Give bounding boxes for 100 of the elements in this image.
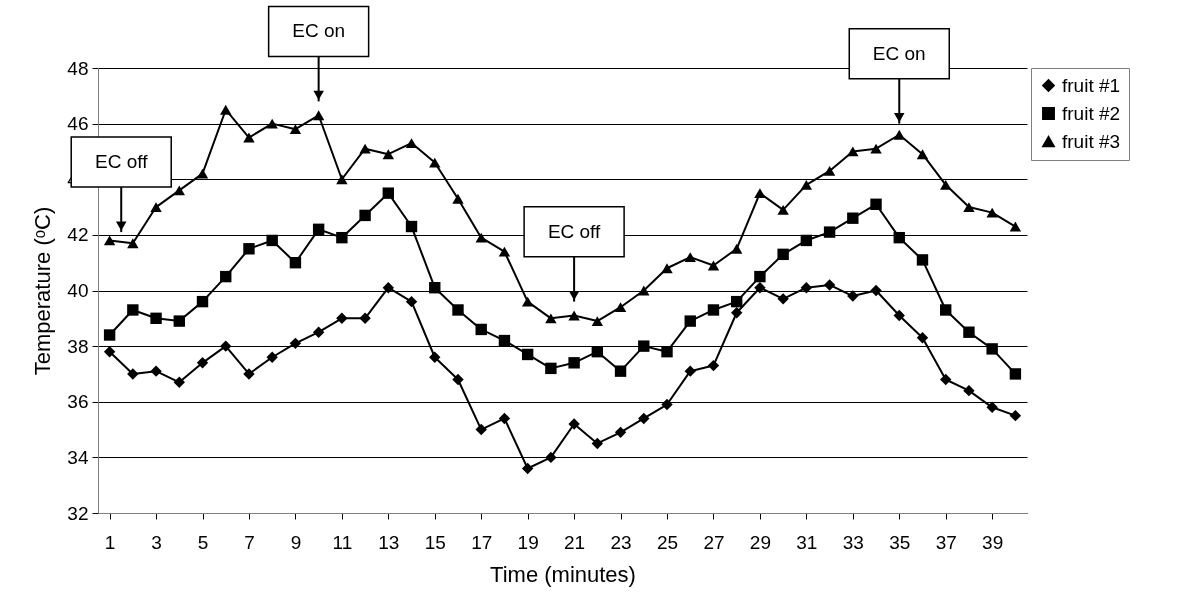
y-tick-label: 46 bbox=[67, 113, 89, 135]
point bbox=[847, 290, 859, 302]
point bbox=[614, 302, 627, 313]
x-tick-label: 29 bbox=[749, 531, 771, 553]
point bbox=[545, 362, 557, 375]
point bbox=[638, 285, 650, 296]
point bbox=[800, 234, 813, 247]
point bbox=[684, 365, 696, 377]
point bbox=[220, 104, 232, 115]
point bbox=[684, 315, 696, 327]
point bbox=[336, 312, 348, 325]
point bbox=[312, 110, 325, 121]
point bbox=[754, 270, 766, 283]
point bbox=[382, 187, 395, 199]
point bbox=[312, 223, 325, 236]
point bbox=[777, 293, 789, 305]
point bbox=[405, 295, 418, 308]
point bbox=[196, 295, 209, 308]
point bbox=[429, 282, 441, 294]
point bbox=[498, 412, 511, 425]
point bbox=[916, 332, 929, 344]
point bbox=[405, 220, 418, 233]
point bbox=[452, 193, 464, 204]
point bbox=[823, 165, 836, 176]
x-tick-label: 33 bbox=[842, 531, 864, 553]
point bbox=[289, 337, 302, 350]
point bbox=[730, 307, 743, 319]
y-tick-label: 38 bbox=[67, 335, 89, 357]
point bbox=[986, 207, 998, 218]
x-tick-label: 3 bbox=[151, 531, 162, 553]
point bbox=[359, 209, 371, 222]
point bbox=[243, 132, 255, 143]
point bbox=[475, 423, 487, 436]
text: EC on bbox=[872, 42, 926, 64]
point bbox=[266, 234, 278, 247]
point bbox=[777, 204, 789, 215]
point bbox=[521, 462, 534, 475]
x-tick-label: 1 bbox=[104, 531, 116, 553]
annotation: EC off bbox=[547, 220, 602, 242]
point bbox=[661, 263, 673, 274]
point bbox=[800, 282, 813, 294]
point bbox=[452, 304, 464, 316]
y-tick-label: 42 bbox=[67, 224, 89, 246]
point bbox=[707, 260, 720, 271]
point bbox=[429, 157, 441, 168]
point bbox=[916, 254, 929, 266]
point bbox=[266, 118, 278, 129]
point bbox=[173, 185, 185, 196]
y-axis-title: Temperature (ᵒC) bbox=[30, 206, 56, 376]
point bbox=[220, 340, 232, 352]
legend-label: fruit #2 bbox=[1062, 102, 1121, 124]
point bbox=[498, 246, 511, 257]
y-tick-label: 32 bbox=[67, 502, 89, 524]
point bbox=[289, 256, 302, 269]
point bbox=[986, 401, 998, 414]
point bbox=[591, 437, 604, 450]
point bbox=[103, 235, 116, 246]
point bbox=[336, 174, 348, 185]
point bbox=[893, 231, 905, 244]
point bbox=[916, 149, 929, 160]
point bbox=[498, 334, 511, 347]
x-tick-label: 19 bbox=[517, 531, 539, 553]
x-tick-label: 25 bbox=[656, 531, 679, 553]
point bbox=[289, 124, 302, 135]
point bbox=[220, 270, 232, 283]
point bbox=[847, 146, 859, 157]
point bbox=[638, 412, 650, 425]
x-tick-label: 27 bbox=[703, 531, 725, 553]
point bbox=[196, 168, 209, 179]
point bbox=[150, 202, 162, 212]
x-tick-label: 17 bbox=[471, 531, 493, 553]
point bbox=[429, 351, 441, 363]
text: EC on bbox=[292, 20, 346, 42]
x-tick-label: 39 bbox=[982, 531, 1004, 553]
annotation: EC off bbox=[94, 151, 149, 173]
legend-label: fruit #3 bbox=[1062, 130, 1121, 152]
point bbox=[382, 149, 395, 160]
x-tick-label: 15 bbox=[424, 531, 446, 553]
point bbox=[940, 373, 952, 386]
point bbox=[963, 326, 975, 338]
y-tick-label: 34 bbox=[67, 446, 89, 468]
point bbox=[521, 296, 534, 307]
x-tick-label: 11 bbox=[332, 531, 353, 553]
point bbox=[568, 418, 580, 430]
point bbox=[870, 198, 882, 210]
point bbox=[568, 357, 580, 369]
point bbox=[707, 304, 720, 316]
y-tick-label: 48 bbox=[67, 57, 89, 79]
point bbox=[638, 340, 650, 352]
point bbox=[940, 304, 952, 316]
point bbox=[963, 202, 975, 212]
point bbox=[196, 357, 209, 369]
x-tick-label: 5 bbox=[197, 531, 209, 553]
point bbox=[940, 179, 952, 190]
point bbox=[150, 365, 162, 377]
point bbox=[986, 343, 998, 355]
point bbox=[754, 282, 766, 294]
x-tick-label: 13 bbox=[378, 531, 400, 553]
x-tick-label: 37 bbox=[935, 531, 957, 553]
point bbox=[847, 212, 859, 224]
